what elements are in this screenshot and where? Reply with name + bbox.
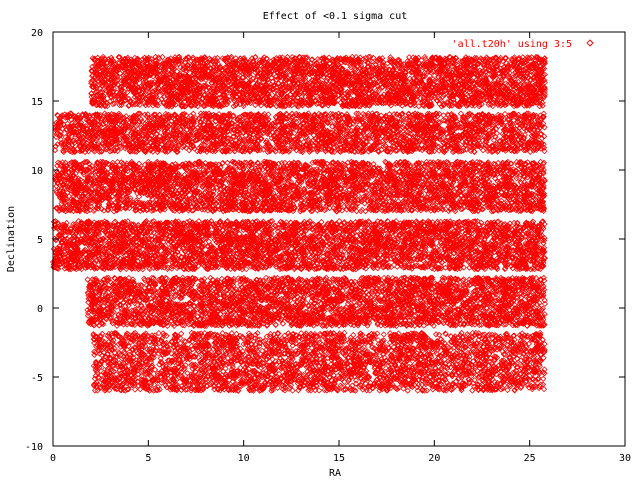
y-tick-label: 15 (31, 97, 43, 108)
data-points (50, 53, 548, 394)
y-tick-label: 5 (37, 235, 43, 246)
x-tick-label: 15 (333, 453, 345, 464)
y-axis-label: Declination (6, 206, 17, 272)
x-tick-label: 25 (524, 453, 536, 464)
legend-label: 'all.t20h' using 3:5 (452, 39, 572, 50)
legend-marker (586, 39, 594, 47)
y-tick-label: -10 (25, 442, 43, 453)
legend: 'all.t20h' using 3:5 (452, 39, 594, 50)
x-tick-label: 20 (428, 453, 440, 464)
x-axis-label: RA (329, 468, 341, 479)
axes: 0 5 10 15 20 25 30 -10 -5 0 5 10 15 20 (25, 28, 631, 464)
x-tick-label: 10 (238, 453, 250, 464)
y-tick-label: 10 (31, 166, 43, 177)
y-tick-label: 20 (31, 28, 43, 39)
x-tick-label: 0 (50, 453, 56, 464)
y-tick-label: -5 (31, 373, 43, 384)
x-tick-label: 30 (619, 453, 631, 464)
chart-title: Effect of <0.1 sigma cut (263, 11, 408, 22)
y-tick-label: 0 (37, 304, 43, 315)
x-tick-label: 5 (145, 453, 151, 464)
scatter-points (50, 53, 548, 394)
